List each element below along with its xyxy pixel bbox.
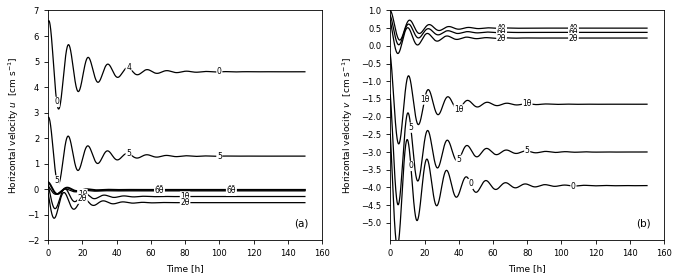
Text: (b): (b)	[636, 219, 650, 229]
X-axis label: Time [h]: Time [h]	[509, 264, 546, 273]
Text: (a): (a)	[294, 219, 308, 229]
Text: 1θ: 1θ	[454, 105, 464, 114]
Text: 1θ: 1θ	[523, 99, 532, 108]
Text: 5: 5	[126, 149, 131, 158]
Text: 0: 0	[54, 97, 59, 106]
Text: 0: 0	[571, 181, 576, 190]
Text: 4θ: 4θ	[155, 185, 164, 194]
Text: 6θ: 6θ	[155, 186, 164, 195]
Y-axis label: Horizontal velocity $u$  [cm s$^{-1}$]: Horizontal velocity $u$ [cm s$^{-1}$]	[7, 57, 21, 194]
Text: 5: 5	[456, 155, 461, 164]
Text: 2θ: 2θ	[77, 194, 87, 203]
Text: 4θ: 4θ	[497, 24, 507, 33]
Text: 2θ: 2θ	[181, 198, 189, 207]
Text: 6θ: 6θ	[568, 28, 578, 37]
X-axis label: Time [h]: Time [h]	[166, 264, 204, 273]
Text: 1θ: 1θ	[181, 192, 189, 201]
Text: 0: 0	[469, 179, 473, 188]
Text: 5: 5	[408, 123, 414, 132]
Text: 1θ: 1θ	[420, 95, 429, 104]
Text: 2θ: 2θ	[497, 34, 507, 43]
Text: 2θ: 2θ	[569, 34, 578, 43]
Text: 5: 5	[54, 176, 59, 185]
Text: 5: 5	[217, 152, 222, 161]
Y-axis label: Horizontal velocity $v$  [cm s$^{-1}$]: Horizontal velocity $v$ [cm s$^{-1}$]	[341, 57, 355, 194]
Text: 1θ: 1θ	[77, 190, 87, 199]
Text: 0: 0	[408, 162, 414, 171]
Text: 4: 4	[126, 64, 131, 73]
Text: 5: 5	[525, 146, 530, 155]
Text: 4θ: 4θ	[568, 24, 578, 33]
Text: 6θ: 6θ	[497, 28, 507, 37]
Text: 4θ: 4θ	[227, 185, 236, 194]
Text: 6θ: 6θ	[227, 186, 236, 195]
Text: 0: 0	[217, 67, 222, 76]
